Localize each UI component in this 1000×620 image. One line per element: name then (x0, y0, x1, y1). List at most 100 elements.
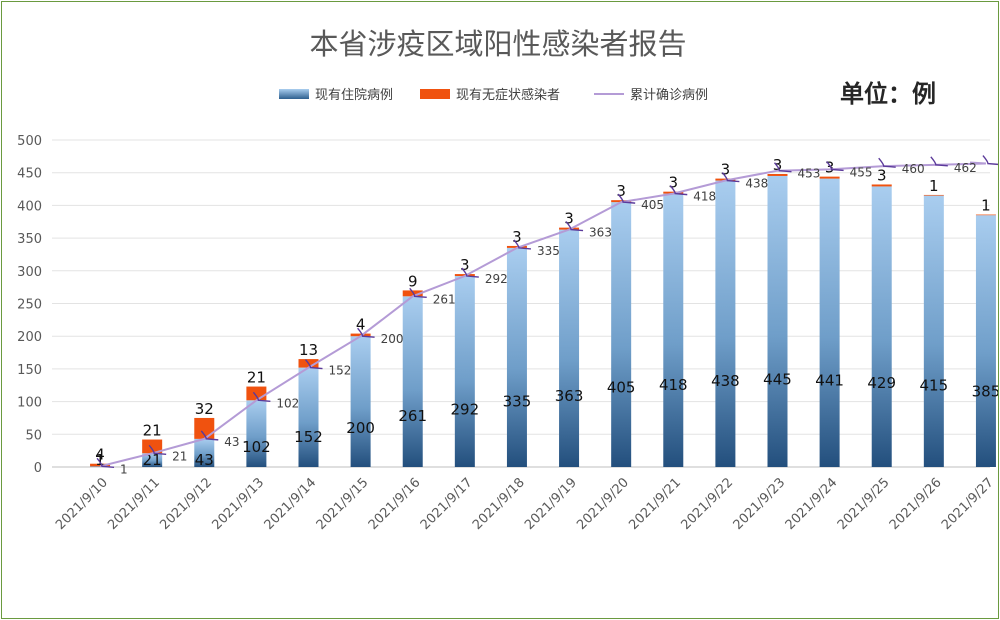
y-tick-label: 200 (17, 330, 42, 345)
x-tick-label: 2021/9/27 (939, 475, 997, 533)
legend-label-cumulative: 累计确诊病例 (630, 88, 708, 103)
cumulative-marker (304, 359, 323, 370)
data-label-hospitalized: 438 (711, 372, 740, 390)
cumulative-marker (252, 391, 271, 402)
cumulative-marker (96, 457, 115, 469)
bar-asymptomatic (767, 174, 788, 176)
bar-hospitalized (923, 195, 944, 467)
cumulative-marker (669, 185, 688, 196)
cumulative-marker (409, 287, 427, 299)
data-label-cumulative: 102 (276, 396, 299, 410)
bar-hospitalized (819, 178, 840, 467)
data-label-cumulative: 438 (745, 177, 768, 191)
data-label-hospitalized: 335 (503, 392, 532, 410)
cumulative-marker (721, 172, 740, 183)
data-label-cumulative: 460 (902, 162, 925, 176)
data-label-cumulative: 335 (537, 244, 560, 258)
x-tick-label: 2021/9/25 (835, 475, 893, 533)
bar-hospitalized (142, 453, 163, 467)
bar-asymptomatic (871, 184, 892, 187)
x-axis: 2021/9/102021/9/112021/9/122021/9/132021… (53, 475, 997, 533)
bar-asymptomatic (819, 176, 840, 179)
x-tick-label: 2021/9/23 (731, 475, 789, 533)
bar-hospitalized (194, 438, 215, 467)
data-label-asymptomatic: 9 (408, 272, 418, 290)
data-label-asymptomatic: 13 (299, 341, 318, 359)
data-label-hospitalized: 405 (607, 379, 636, 397)
y-tick-label: 400 (17, 199, 42, 214)
data-label-cumulative: 21 (172, 449, 187, 463)
data-label-asymptomatic: 3 (669, 174, 679, 192)
data-label-cumulative: 1 (120, 462, 128, 476)
legend-label-hospitalized: 现有住院病例 (315, 88, 393, 103)
cumulative-marker (200, 430, 219, 441)
x-tick-label: 2021/9/10 (53, 475, 111, 533)
x-tick-label: 2021/9/17 (418, 475, 476, 533)
bar-hospitalized (559, 229, 580, 467)
cumulative-marker (357, 327, 375, 338)
legend-swatch-hospitalized (279, 89, 309, 99)
data-label-hospitalized: 415 (920, 377, 949, 395)
data-label-asymptomatic: 4 (95, 446, 105, 464)
data-label-cumulative: 462 (954, 161, 977, 175)
data-label-hospitalized: 292 (451, 401, 480, 419)
data-label-cumulative: 292 (485, 272, 508, 286)
data-label-asymptomatic: 21 (247, 369, 266, 387)
bar-hospitalized (454, 276, 475, 467)
data-label-hospitalized: 43 (195, 451, 214, 469)
y-tick-label: 100 (17, 396, 42, 411)
legend-label-asymptomatic: 现有无症状感染者 (456, 87, 560, 103)
bar-hospitalized (767, 175, 788, 467)
unit-label: 单位：例 (840, 80, 936, 108)
data-label-asymptomatic: 3 (564, 210, 574, 228)
cumulative-marker (148, 444, 167, 455)
data-label-cumulative: 418 (693, 190, 716, 204)
cumulative-line (99, 161, 986, 468)
data-label-cumulative: 152 (329, 364, 352, 378)
cumulative-marker (617, 193, 636, 204)
x-tick-label: 2021/9/13 (209, 475, 267, 533)
data-label-cumulative: 200 (381, 332, 404, 346)
x-tick-label: 2021/9/21 (626, 475, 684, 533)
data-label-cumulative: 363 (589, 226, 612, 240)
x-tick-label: 2021/9/26 (887, 475, 945, 533)
legend: 现有住院病例 现有无症状感染者 累计确诊病例 (279, 87, 708, 103)
y-tick-label: 500 (17, 134, 42, 149)
y-tick-label: 450 (17, 167, 42, 182)
data-label-hospitalized: 152 (294, 428, 323, 446)
bar-asymptomatic (350, 333, 371, 337)
bar-hospitalized (663, 193, 684, 468)
y-tick-label: 150 (17, 363, 42, 378)
data-label-hospitalized: 200 (346, 419, 375, 437)
x-tick-label: 2021/9/19 (522, 475, 580, 533)
data-label-cumulative: 261 (433, 292, 456, 306)
data-label-asymptomatic: 3 (616, 182, 626, 200)
cumulative-marker (773, 162, 792, 173)
bar-hospitalized (715, 180, 736, 467)
bar-hospitalized (871, 186, 892, 467)
x-tick-label: 2021/9/12 (157, 475, 215, 533)
data-label-hospitalized: 429 (867, 374, 896, 392)
data-label-cumulative: 405 (641, 198, 664, 212)
y-tick-label: 50 (25, 428, 42, 443)
x-tick-label: 2021/9/14 (262, 475, 320, 533)
cumulative-marker (982, 155, 998, 166)
chart-title: 本省涉疫区域阳性感染者报告 (309, 27, 686, 61)
data-label-cumulative: 455 (850, 165, 873, 179)
bar-hospitalized (246, 400, 267, 467)
bars: 14 21214332102211521320042619292333533633… (90, 156, 998, 469)
data-label-hospitalized: 418 (659, 376, 688, 394)
data-label-hospitalized: 102 (242, 438, 271, 456)
cumulative-marker (461, 267, 479, 278)
data-label-asymptomatic: 21 (143, 422, 162, 440)
y-axis: 0 50 100 150 200 250 300 350 400 450 500 (17, 134, 42, 476)
bar-hospitalized (402, 296, 423, 467)
bar-asymptomatic (923, 194, 944, 196)
cumulative-marker (930, 156, 948, 167)
bar-asymptomatic (975, 214, 996, 216)
data-label-hospitalized: 385 (972, 382, 998, 400)
y-tick-label: 300 (17, 265, 42, 280)
cumulative-marker (565, 221, 584, 232)
